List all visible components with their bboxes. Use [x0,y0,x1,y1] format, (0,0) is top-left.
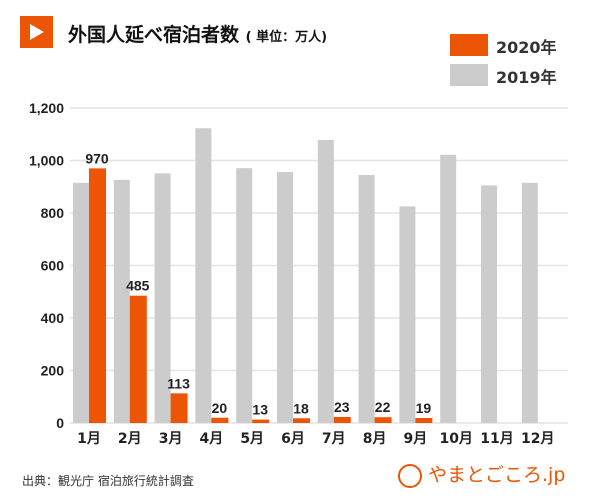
x-tick-label: 5月 [240,431,264,447]
bar-2019 [440,154,457,423]
bar-2020 [293,418,310,423]
data-label: 485 [126,278,150,294]
unit-text: ( 単位：万人) [245,30,328,45]
bar-2020 [170,393,188,423]
x-tick-label: 2月 [118,431,142,447]
bar-2019 [236,168,253,423]
x-tick-label: 8月 [363,431,387,447]
legend-label-2019: 2019年 [496,68,557,87]
bar-2020 [333,416,351,423]
data-label: 18 [293,400,309,416]
bar-2019 [358,174,375,423]
y-tick-label: 0 [56,415,64,431]
data-label: 19 [416,400,432,416]
y-tick-label: 400 [41,310,65,326]
bar-2019 [113,179,130,423]
data-label: 22 [375,399,391,415]
x-tick-label: 6月 [281,431,305,447]
x-tick-label: 12月 [521,431,554,447]
bar-2019 [399,206,416,423]
bar-2020 [252,419,270,423]
x-tick-label: 7月 [322,431,346,447]
x-tick-label: 3月 [159,431,183,447]
bar-2019 [521,182,538,423]
bar-2019 [317,140,334,423]
bar-2019 [73,182,89,423]
data-label: 113 [167,375,190,391]
data-label: 970 [85,150,109,166]
bar-2020 [211,417,229,423]
legend-label-2020: 2020年 [496,38,557,57]
x-tick-label: 1月 [77,431,101,447]
legend-swatch-2020 [450,34,488,56]
y-tick-label: 600 [41,258,65,274]
y-tick-label: 1,200 [29,100,64,116]
bar-2020 [89,168,106,423]
x-tick-label: 10月 [439,431,472,447]
data-label: 23 [334,399,350,415]
y-tick-label: 800 [41,205,65,221]
bar-2019 [154,173,171,423]
bar-2019 [481,185,497,423]
x-tick-label: 9月 [404,431,428,447]
x-tick-label: 4月 [200,431,224,447]
x-tick-label: 11月 [480,431,513,447]
chart-title: 外国人延べ宿泊者数 ( 単位：万人) [68,20,327,47]
y-tick-label: 1,000 [29,153,64,169]
bar-2019 [195,128,212,423]
bar-2020 [129,295,147,423]
bar-2019 [277,172,293,423]
logo: やまとごころ.jp [398,460,565,488]
bar-2020 [374,417,392,423]
logo-text: やまとごころ.jp [428,464,566,486]
source-note: 出典：観光庁 宿泊旅行統計調査 [22,474,194,488]
bar-2020 [415,418,433,423]
title-text: 外国人延べ宿泊者数 [68,24,240,46]
data-label: 13 [252,402,268,418]
y-tick-label: 200 [41,363,65,379]
legend-swatch-2019 [450,64,488,86]
data-label: 20 [212,400,228,416]
play-icon [20,16,53,48]
logo-icon [398,463,422,488]
